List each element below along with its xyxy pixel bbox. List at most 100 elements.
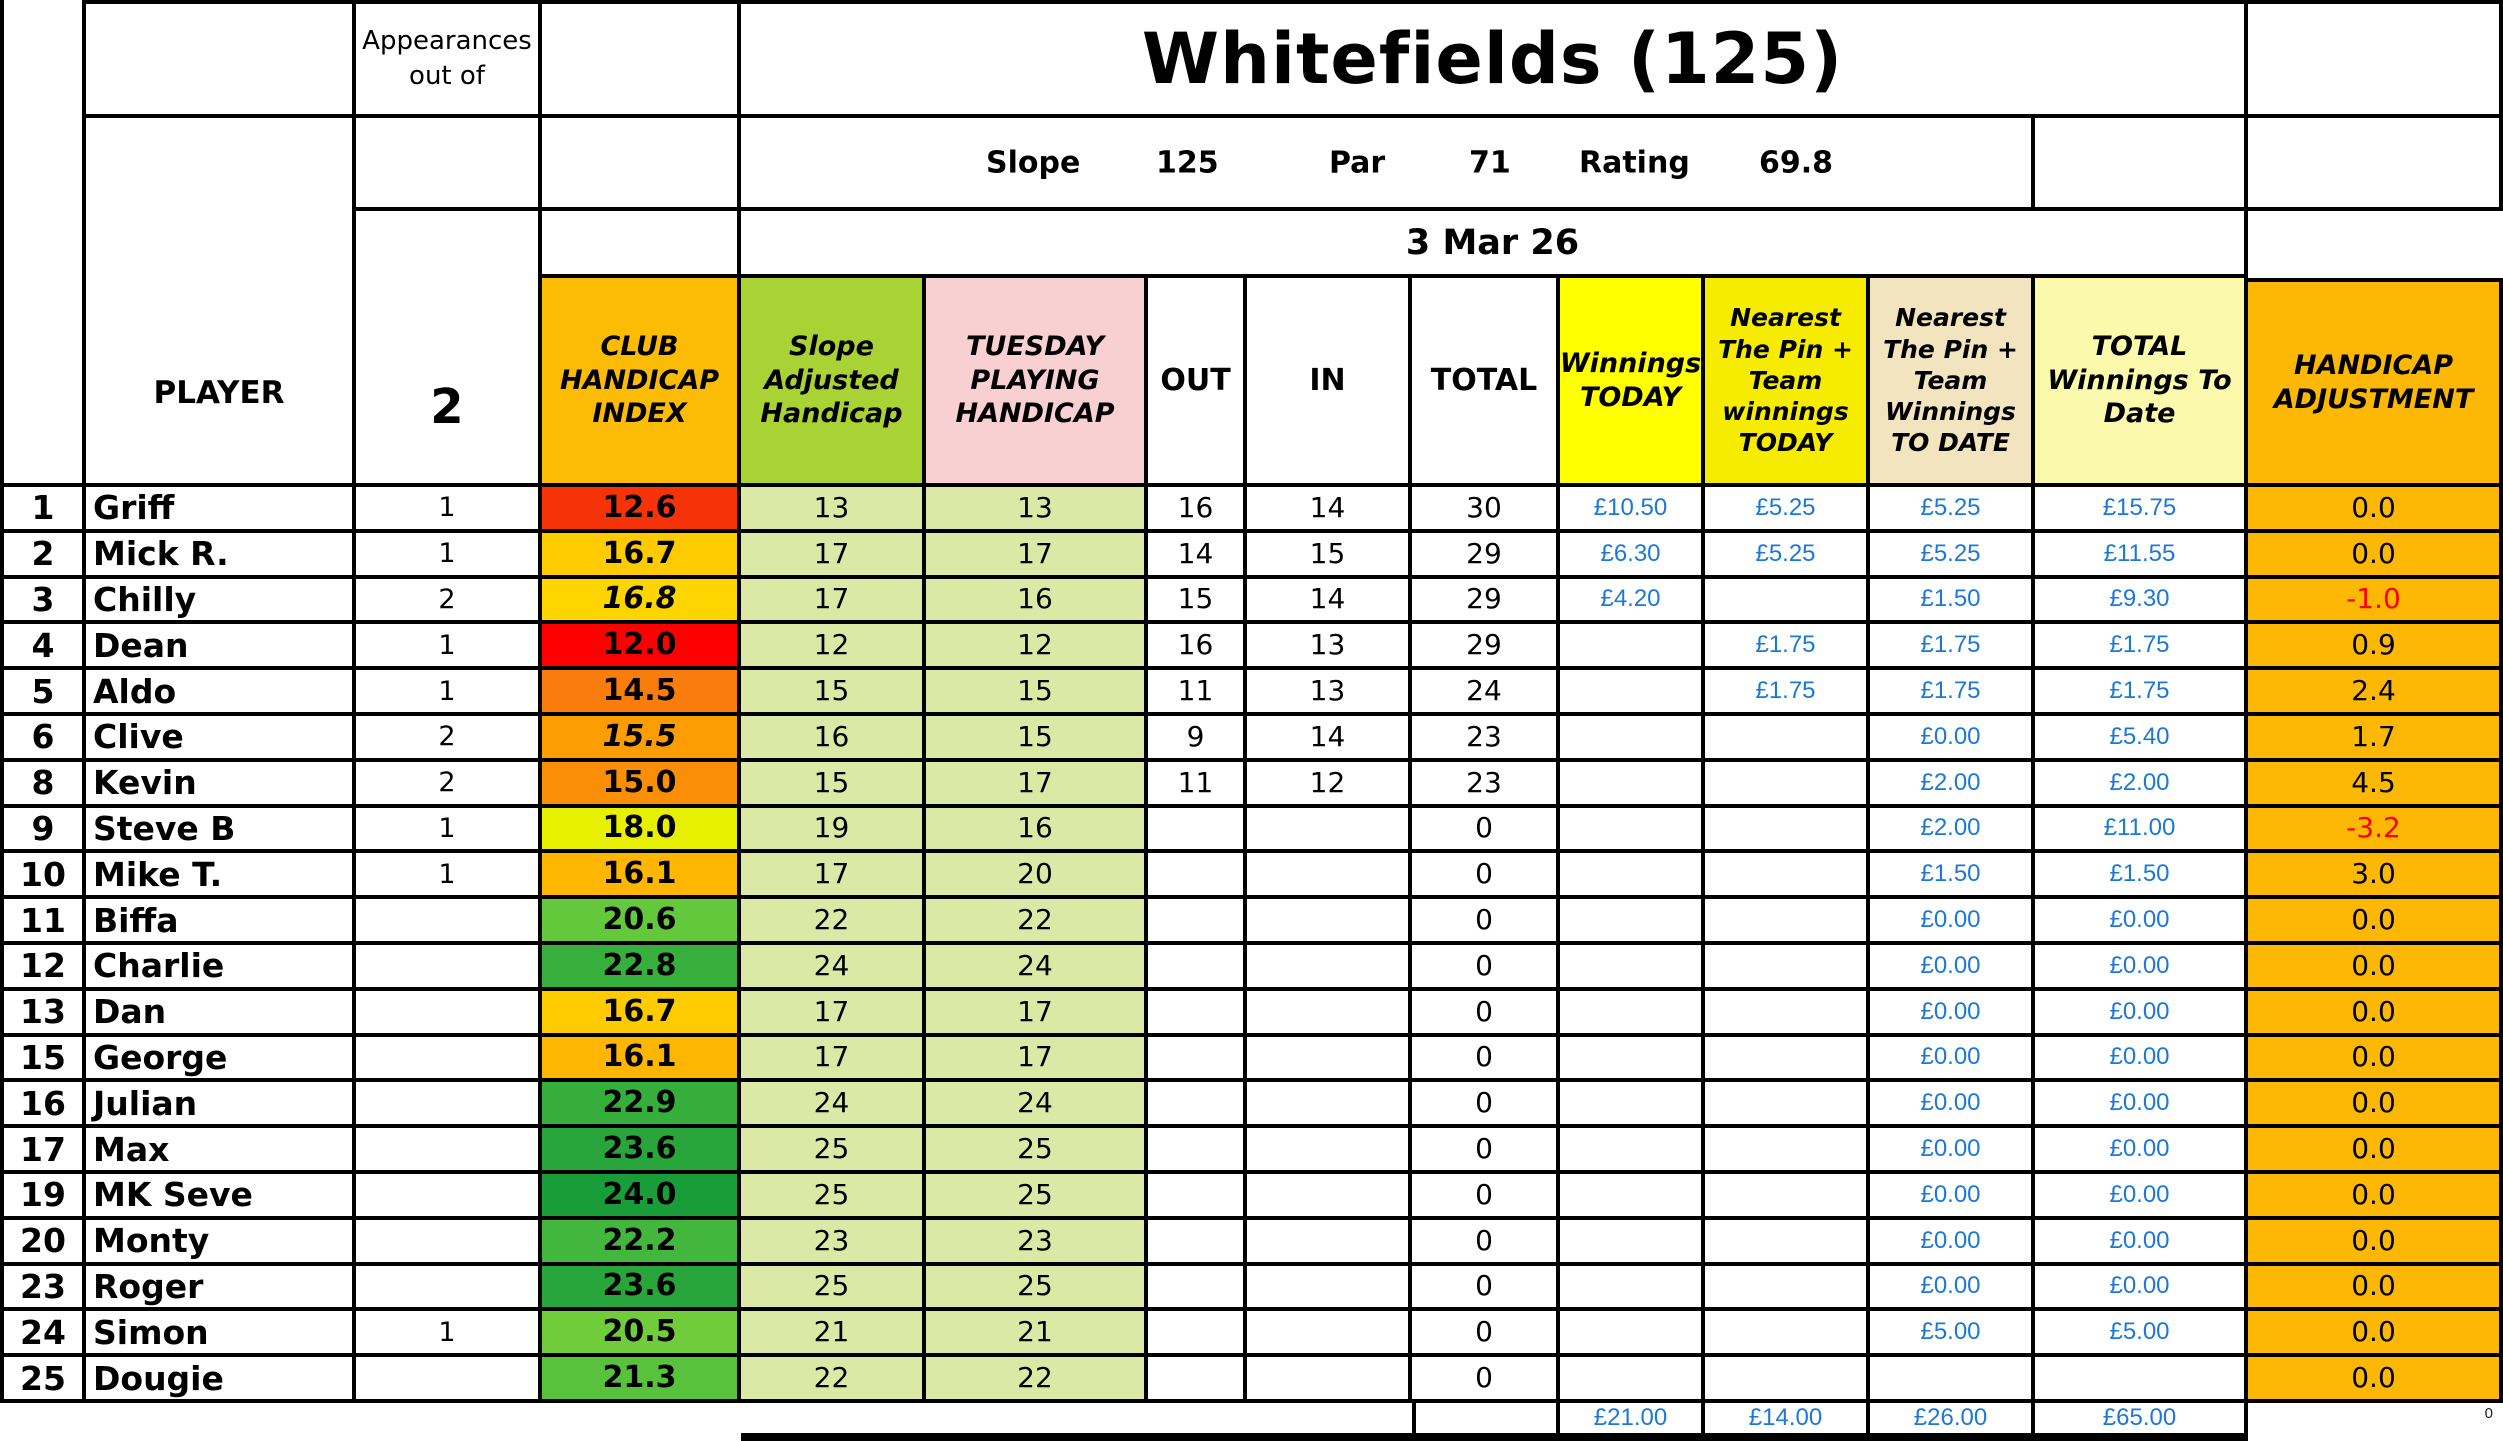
nearest-pin-to-date-cell[interactable]: £5.00 (1870, 1311, 2035, 1358)
row-number-cell[interactable]: 3 (0, 578, 86, 625)
nearest-pin-today-cell[interactable]: £1.75 (1705, 670, 1870, 716)
nearest-pin-today-cell[interactable] (1705, 1265, 1870, 1312)
total-cell[interactable]: 0 (1412, 1311, 1560, 1358)
totals-nearest-pin-to-date[interactable]: £26.00 (1870, 1402, 2035, 1441)
player-name-cell[interactable]: Dan (86, 990, 356, 1037)
winnings-today-cell[interactable] (1560, 670, 1705, 716)
total-cell[interactable]: 0 (1412, 1128, 1560, 1174)
nearest-pin-today-cell[interactable]: £1.75 (1705, 624, 1870, 671)
row-number-cell[interactable]: 11 (0, 899, 86, 945)
nearest-pin-to-date-cell[interactable]: £1.75 (1870, 670, 2035, 716)
out-cell[interactable]: 14 (1148, 532, 1247, 579)
club-handicap-index-cell[interactable]: 12.0 (542, 624, 741, 671)
course-rating-row[interactable]: Slope 125 Par 71 Rating 69.8 (741, 118, 2035, 211)
in-cell[interactable]: 12 (1247, 761, 1412, 808)
nearest-pin-to-date-cell[interactable]: £0.00 (1870, 1128, 2035, 1174)
appearances-cell[interactable]: 1 (356, 807, 542, 854)
row-number-cell[interactable]: 12 (0, 944, 86, 991)
column-header-winnings-today[interactable]: Winnings TODAY (1560, 278, 1705, 487)
total-cell[interactable]: 29 (1412, 578, 1560, 625)
club-handicap-index-cell[interactable]: 22.2 (542, 1219, 741, 1266)
appearances-total-cell[interactable]: 2 (356, 211, 542, 487)
nearest-pin-today-cell[interactable] (1705, 715, 1870, 762)
nearest-pin-to-date-cell[interactable]: £1.50 (1870, 853, 2035, 900)
total-cell[interactable]: 29 (1412, 532, 1560, 579)
in-cell[interactable] (1247, 899, 1412, 945)
totals-winnings-today[interactable]: £21.00 (1560, 1402, 1705, 1441)
tuesday-playing-cell[interactable]: 12 (926, 624, 1148, 671)
handicap-adjustment-cell[interactable]: 0.0 (2248, 1173, 2503, 1220)
in-cell[interactable] (1247, 1082, 1412, 1129)
nearest-pin-today-cell[interactable] (1705, 899, 1870, 945)
handicap-adjustment-cell[interactable]: 1.7 (2248, 715, 2503, 762)
nearest-pin-to-date-cell[interactable]: £0.00 (1870, 899, 2035, 945)
out-cell[interactable]: 16 (1148, 624, 1247, 671)
nearest-pin-today-cell[interactable] (1705, 1219, 1870, 1266)
total-winnings-cell[interactable]: £2.00 (2035, 761, 2248, 808)
appearances-cell[interactable]: 1 (356, 853, 542, 900)
out-cell[interactable]: 15 (1148, 578, 1247, 625)
row-number-cell[interactable]: 1 (0, 487, 86, 533)
nearest-pin-today-cell[interactable] (1705, 1311, 1870, 1358)
out-cell[interactable] (1148, 1311, 1247, 1358)
nearest-pin-today-cell[interactable] (1705, 1357, 1870, 1403)
tuesday-playing-cell[interactable]: 15 (926, 715, 1148, 762)
club-handicap-index-cell[interactable]: 20.6 (542, 899, 741, 945)
out-cell[interactable]: 9 (1148, 715, 1247, 762)
nearest-pin-to-date-cell[interactable]: £0.00 (1870, 1265, 2035, 1312)
tuesday-playing-cell[interactable]: 23 (926, 1219, 1148, 1266)
nearest-pin-to-date-cell[interactable]: £1.75 (1870, 624, 2035, 671)
column-header-total[interactable]: TOTAL (1412, 278, 1560, 487)
slope-adjusted-cell[interactable]: 19 (741, 807, 926, 854)
appearances-cell[interactable] (356, 1357, 542, 1403)
in-cell[interactable]: 14 (1247, 578, 1412, 625)
tuesday-playing-cell[interactable]: 25 (926, 1173, 1148, 1220)
appearances-cell[interactable] (356, 1082, 542, 1129)
nearest-pin-to-date-cell[interactable]: £0.00 (1870, 1082, 2035, 1129)
appearances-label-cell[interactable]: Appearances out of (356, 0, 542, 118)
nearest-pin-today-cell[interactable]: £5.25 (1705, 532, 1870, 579)
tuesday-playing-cell[interactable]: 17 (926, 990, 1148, 1037)
tuesday-playing-cell[interactable]: 24 (926, 944, 1148, 991)
row-number-cell[interactable]: 5 (0, 670, 86, 716)
in-cell[interactable] (1247, 1311, 1412, 1358)
winnings-today-cell[interactable] (1560, 807, 1705, 854)
in-cell[interactable] (1247, 990, 1412, 1037)
slope-adjusted-cell[interactable]: 22 (741, 899, 926, 945)
total-winnings-cell[interactable]: £0.00 (2035, 944, 2248, 991)
nearest-pin-today-cell[interactable] (1705, 853, 1870, 900)
total-winnings-cell[interactable]: £0.00 (2035, 1036, 2248, 1083)
winnings-today-cell[interactable] (1560, 1357, 1705, 1403)
out-cell[interactable] (1148, 899, 1247, 945)
appearances-cell[interactable]: 2 (356, 578, 542, 625)
row-number-cell[interactable]: 13 (0, 990, 86, 1037)
player-name-cell[interactable]: Mike T. (86, 853, 356, 900)
appearances-cell[interactable]: 1 (356, 1311, 542, 1358)
appearances-cell[interactable] (356, 1219, 542, 1266)
winnings-today-cell[interactable] (1560, 1036, 1705, 1083)
handicap-adjustment-cell[interactable]: 0.0 (2248, 990, 2503, 1037)
player-name-cell[interactable]: Griff (86, 487, 356, 533)
adjustment-column-empty-2[interactable] (2248, 118, 2503, 211)
handicap-adjustment-cell[interactable]: 0.0 (2248, 487, 2503, 533)
winnings-today-cell[interactable]: £10.50 (1560, 487, 1705, 533)
column-header-nearest-pin-today[interactable]: Nearest The Pin + Team winnings TODAY (1705, 278, 1870, 487)
total-cell[interactable]: 0 (1412, 1219, 1560, 1266)
total-cell[interactable]: 24 (1412, 670, 1560, 716)
nearest-pin-to-date-cell[interactable]: £5.25 (1870, 487, 2035, 533)
club-column-empty-1[interactable] (542, 0, 741, 118)
total-winnings-cell[interactable]: £15.75 (2035, 487, 2248, 533)
in-cell[interactable] (1247, 1265, 1412, 1312)
club-handicap-index-cell[interactable]: 16.8 (542, 578, 741, 625)
club-handicap-index-cell[interactable]: 15.5 (542, 715, 741, 762)
player-name-cell[interactable]: Clive (86, 715, 356, 762)
appearances-cell[interactable] (356, 1173, 542, 1220)
total-cell[interactable]: 30 (1412, 487, 1560, 533)
total-cell[interactable]: 0 (1412, 1036, 1560, 1083)
appearances-cell[interactable]: 1 (356, 487, 542, 533)
row-number-cell[interactable]: 20 (0, 1219, 86, 1266)
nearest-pin-to-date-cell[interactable]: £2.00 (1870, 761, 2035, 808)
club-handicap-index-cell[interactable]: 21.3 (542, 1357, 741, 1403)
player-name-cell[interactable]: MK Seve (86, 1173, 356, 1220)
in-cell[interactable]: 14 (1247, 715, 1412, 762)
